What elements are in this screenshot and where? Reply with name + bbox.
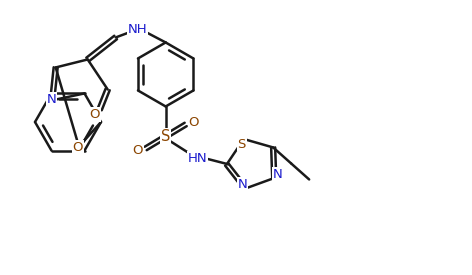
- Text: HN: HN: [188, 152, 208, 165]
- Text: N: N: [237, 178, 247, 191]
- Text: O: O: [89, 108, 100, 121]
- Text: O: O: [133, 144, 143, 157]
- Text: N: N: [272, 167, 282, 180]
- Text: S: S: [237, 138, 246, 150]
- Text: S: S: [161, 129, 170, 144]
- Text: O: O: [188, 116, 199, 129]
- Text: N: N: [46, 93, 56, 106]
- Text: O: O: [73, 141, 83, 154]
- Text: NH: NH: [128, 23, 147, 36]
